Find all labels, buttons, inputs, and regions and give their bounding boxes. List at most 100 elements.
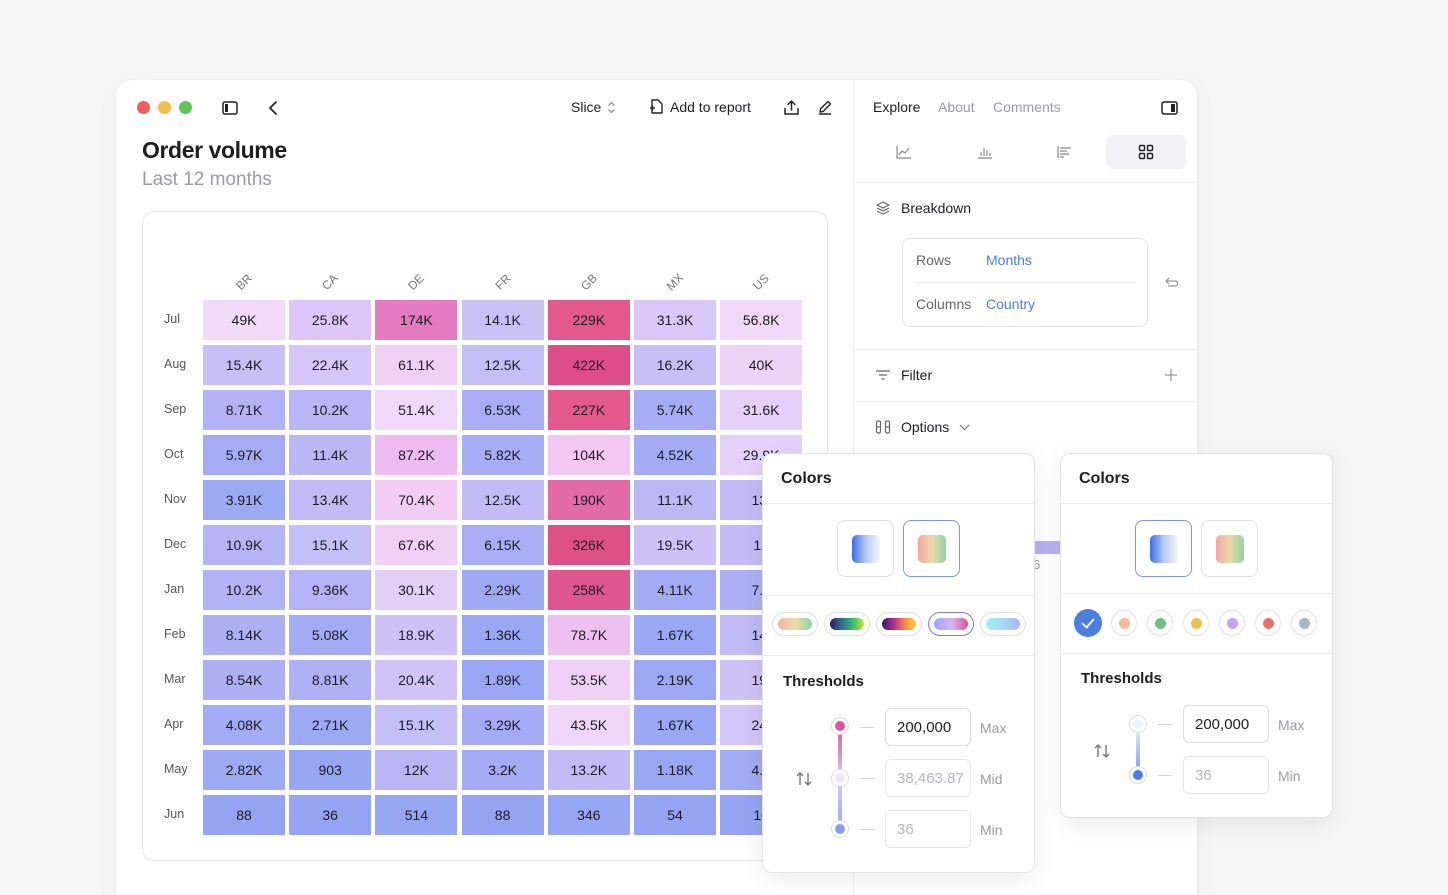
- palette-viridis[interactable]: [824, 612, 870, 636]
- heatmap-cell[interactable]: 19.5K: [634, 525, 716, 565]
- swap-icon[interactable]: [1161, 273, 1181, 293]
- color-blue-selected[interactable]: [1074, 609, 1102, 637]
- maximize-dot[interactable]: [179, 101, 192, 114]
- heatmap-cell[interactable]: 2.19K: [634, 660, 716, 700]
- tab-explore[interactable]: Explore: [873, 99, 921, 115]
- back-chevron-icon[interactable]: [263, 98, 283, 118]
- min-handle[interactable]: [832, 821, 848, 837]
- heatmap-cell[interactable]: 88: [461, 795, 544, 835]
- mid-threshold-input[interactable]: 38,463.87: [885, 759, 971, 797]
- heatmap-cell[interactable]: 4.11K: [634, 570, 716, 610]
- slice-button[interactable]: Slice: [571, 99, 616, 115]
- heatmap-cell[interactable]: 6.53K: [461, 390, 544, 430]
- max-threshold-input[interactable]: 200,000: [1183, 705, 1269, 743]
- heatmap-cell[interactable]: 8.14K: [203, 615, 285, 655]
- heatmap-cell[interactable]: 4.08K: [203, 705, 285, 745]
- line-chart-tab[interactable]: [864, 135, 945, 169]
- heatmap-cell[interactable]: 2.71K: [289, 705, 372, 745]
- heatmap-cell[interactable]: 1.67K: [634, 705, 716, 745]
- heatmap-cell[interactable]: 3.2K: [461, 750, 544, 790]
- tab-about[interactable]: About: [938, 99, 975, 115]
- heatmap-cell[interactable]: 5.82K: [461, 435, 544, 475]
- heatmap-cell[interactable]: 25.8K: [289, 300, 372, 340]
- heatmap-cell[interactable]: 3.91K: [203, 480, 285, 520]
- heatmap-cell[interactable]: 10.9K: [203, 525, 285, 565]
- reverse-order-icon[interactable]: [794, 769, 814, 789]
- panel-toggle-icon[interactable]: [1159, 98, 1179, 118]
- columns-value[interactable]: Country: [986, 296, 1036, 312]
- add-to-report-button[interactable]: Add to report: [649, 99, 751, 115]
- heatmap-cell[interactable]: 18.9K: [375, 615, 458, 655]
- reverse-order-icon[interactable]: [1092, 741, 1112, 761]
- heatmap-cell[interactable]: 2.29K: [461, 570, 544, 610]
- heatmap-cell[interactable]: 3.29K: [461, 705, 544, 745]
- color-yellow[interactable]: [1183, 610, 1209, 636]
- single-color-scale-button[interactable]: [837, 520, 894, 577]
- heatmap-cell[interactable]: 4.52K: [634, 435, 716, 475]
- heatmap-cell[interactable]: 6.15K: [461, 525, 544, 565]
- heatmap-cell[interactable]: 8.71K: [203, 390, 285, 430]
- min-threshold-input[interactable]: 36: [1183, 756, 1269, 794]
- heatmap-cell[interactable]: 13.2K: [547, 750, 630, 790]
- heatmap-cell[interactable]: 54: [634, 795, 716, 835]
- max-handle[interactable]: [832, 718, 848, 734]
- heatmap-cell[interactable]: 30.1K: [375, 570, 458, 610]
- heatmap-cell[interactable]: 1.89K: [461, 660, 544, 700]
- heatmap-cell[interactable]: 903: [289, 750, 372, 790]
- options-header[interactable]: Options: [875, 419, 970, 435]
- heatmap-cell[interactable]: 104K: [547, 435, 630, 475]
- heatmap-cell[interactable]: 13.4K: [289, 480, 372, 520]
- heatmap-cell[interactable]: 70.4K: [375, 480, 458, 520]
- heatmap-cell[interactable]: 5.74K: [634, 390, 716, 430]
- heatmap-cell[interactable]: 227K: [547, 390, 630, 430]
- heatmap-tab[interactable]: [1105, 135, 1186, 169]
- heatmap-cell[interactable]: 1.67K: [634, 615, 716, 655]
- min-handle[interactable]: [1130, 767, 1146, 783]
- heatmap-cell[interactable]: 10.2K: [203, 570, 285, 610]
- heatmap-cell[interactable]: 40K: [720, 345, 803, 385]
- heatmap-cell[interactable]: 5.97K: [203, 435, 285, 475]
- heatmap-cell[interactable]: 1.18K: [634, 750, 716, 790]
- rows-value[interactable]: Months: [986, 252, 1032, 268]
- heatmap-cell[interactable]: 15.1K: [375, 705, 458, 745]
- heatmap-cell[interactable]: 190K: [547, 480, 630, 520]
- horizontal-bar-tab[interactable]: [1025, 135, 1106, 169]
- diverging-color-scale-button[interactable]: [1201, 520, 1258, 577]
- add-filter-icon[interactable]: [1161, 365, 1181, 385]
- share-icon[interactable]: [781, 97, 801, 117]
- heatmap-cell[interactable]: 78.7K: [547, 615, 630, 655]
- heatmap-cell[interactable]: 422K: [547, 345, 630, 385]
- heatmap-cell[interactable]: 53.5K: [547, 660, 630, 700]
- heatmap-cell[interactable]: 31.6K: [720, 390, 803, 430]
- heatmap-cell[interactable]: 8.81K: [289, 660, 372, 700]
- heatmap-cell[interactable]: 2.82K: [203, 750, 285, 790]
- heatmap-cell[interactable]: 1.36K: [461, 615, 544, 655]
- min-threshold-input[interactable]: 36: [885, 810, 971, 848]
- edit-icon[interactable]: [815, 97, 835, 117]
- palette-cyan-blue[interactable]: [980, 612, 1026, 636]
- heatmap-cell[interactable]: 326K: [547, 525, 630, 565]
- heatmap-cell[interactable]: 49K: [203, 300, 285, 340]
- heatmap-cell[interactable]: 31.3K: [634, 300, 716, 340]
- max-threshold-input[interactable]: 200,000: [885, 708, 971, 746]
- heatmap-cell[interactable]: 15.1K: [289, 525, 372, 565]
- heatmap-cell[interactable]: 8.54K: [203, 660, 285, 700]
- heatmap-cell[interactable]: 12K: [375, 750, 458, 790]
- color-lavender[interactable]: [1219, 610, 1245, 636]
- single-color-scale-button[interactable]: [1135, 520, 1192, 577]
- heatmap-cell[interactable]: 11.4K: [289, 435, 372, 475]
- heatmap-cell[interactable]: 174K: [375, 300, 458, 340]
- tab-comments[interactable]: Comments: [993, 99, 1061, 115]
- mid-handle[interactable]: [832, 770, 848, 786]
- color-green[interactable]: [1147, 610, 1173, 636]
- heatmap-cell[interactable]: 11.1K: [634, 480, 716, 520]
- palette-plasma[interactable]: [876, 612, 922, 636]
- heatmap-cell[interactable]: 51.4K: [375, 390, 458, 430]
- heatmap-cell[interactable]: 36: [289, 795, 372, 835]
- heatmap-cell[interactable]: 20.4K: [375, 660, 458, 700]
- close-dot[interactable]: [137, 101, 150, 114]
- heatmap-cell[interactable]: 229K: [547, 300, 630, 340]
- color-peach[interactable]: [1111, 610, 1137, 636]
- heatmap-cell[interactable]: 5.08K: [289, 615, 372, 655]
- heatmap-cell[interactable]: 9.36K: [289, 570, 372, 610]
